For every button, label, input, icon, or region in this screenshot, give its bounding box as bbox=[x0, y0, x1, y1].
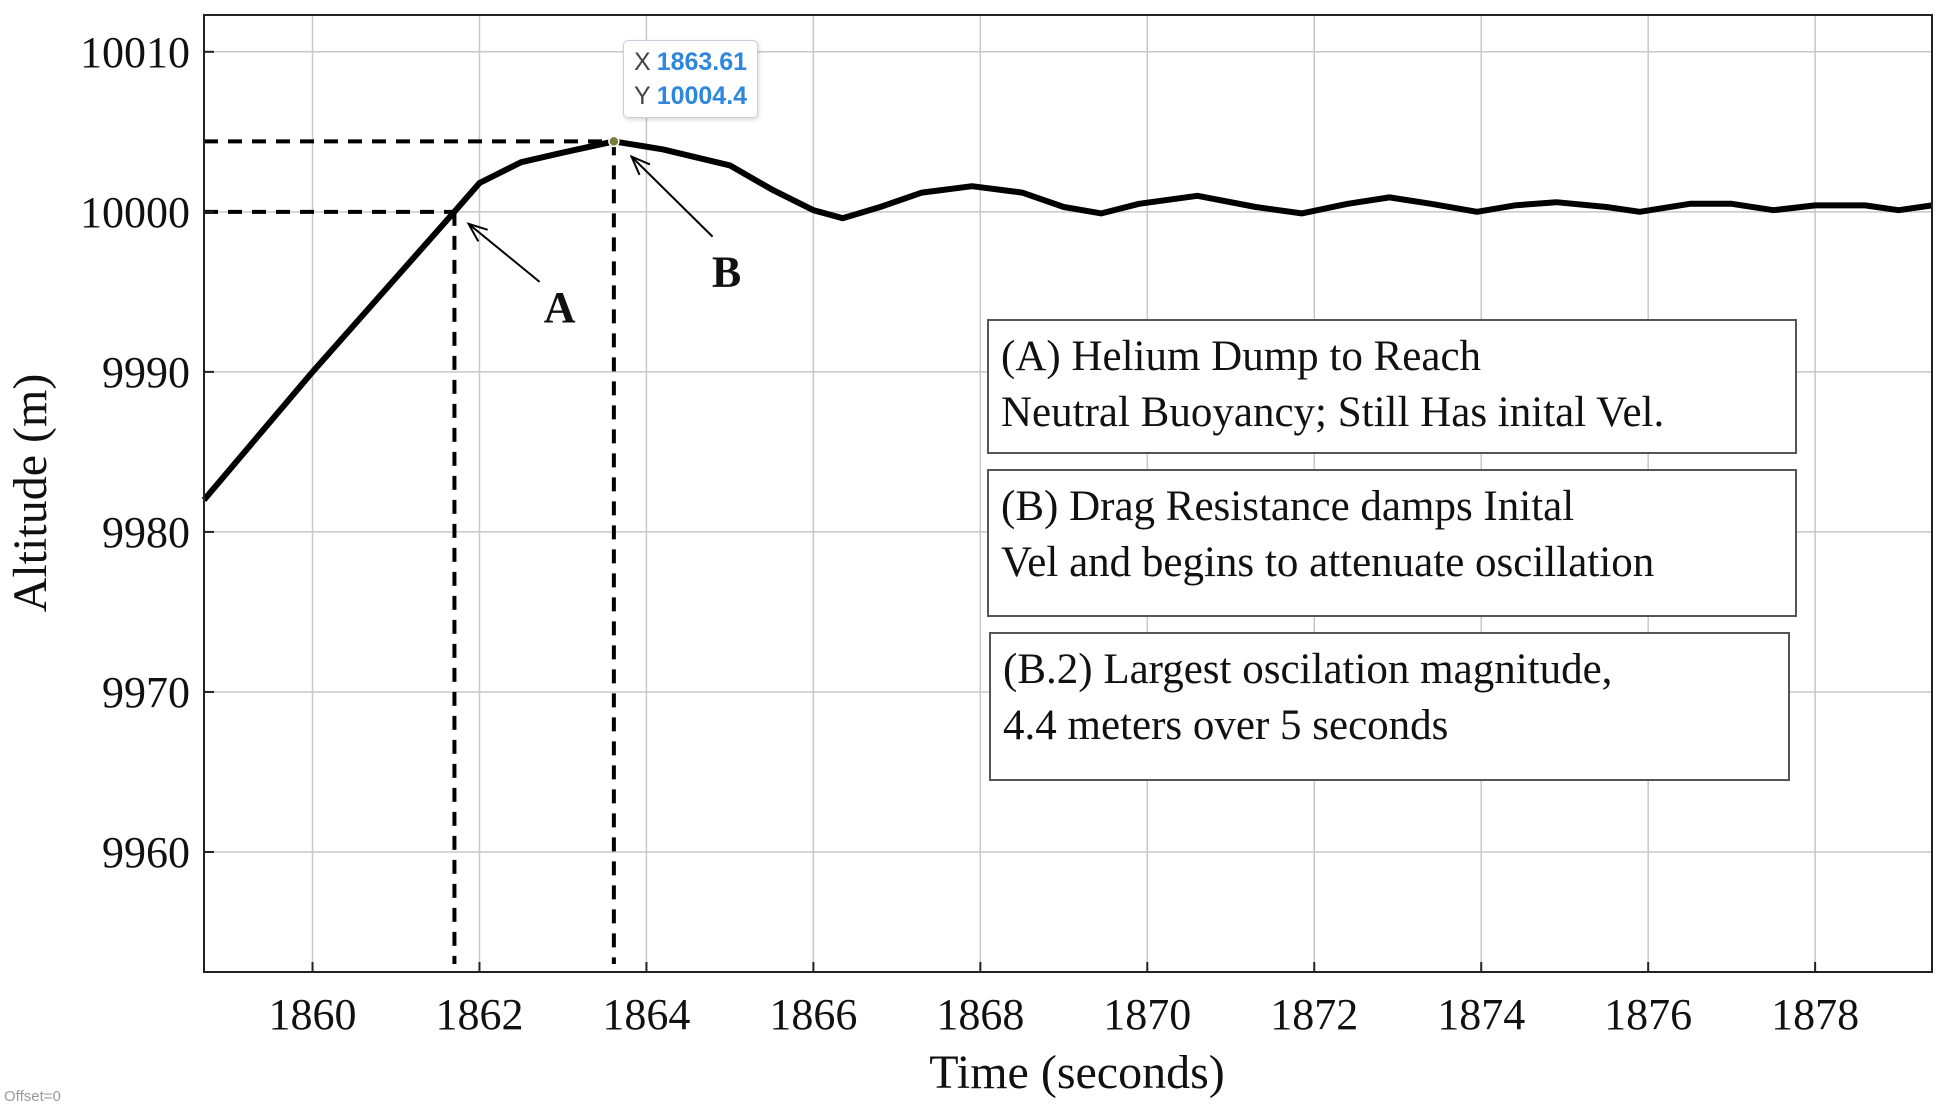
annotation-b-label: B bbox=[712, 248, 741, 297]
note-a-line2: Neutral Buoyancy; Still Has inital Vel. bbox=[1001, 389, 1665, 436]
y-axis-label: Altitude (m) bbox=[4, 374, 57, 613]
note-box-a: (A) Helium Dump to Reach Neutral Buoyanc… bbox=[987, 319, 1797, 454]
x-tick-label: 1862 bbox=[435, 990, 523, 1039]
x-axis-label: Time (seconds) bbox=[929, 1046, 1225, 1099]
plot-frame bbox=[203, 14, 1933, 973]
annotation-b-arrow-line bbox=[630, 155, 714, 238]
x-tick-label: 1864 bbox=[602, 990, 690, 1039]
x-tick-label: 1870 bbox=[1103, 990, 1191, 1039]
note-box-b: (B) Drag Resistance damps Inital Vel and… bbox=[987, 469, 1797, 617]
y-tick-label: 9960 bbox=[102, 828, 190, 877]
x-tick-label: 1874 bbox=[1437, 990, 1525, 1039]
annotation-arrows: AB bbox=[466, 154, 741, 332]
annotation-b-arrow-head bbox=[629, 154, 651, 176]
y-tick-labels: 9960 9970 9980 9990 10000 10010 bbox=[80, 28, 214, 877]
datatip-x-value: 1863.61 bbox=[656, 48, 748, 76]
note-b2-line1: (B.2) Largest oscilation magnitude, bbox=[1003, 646, 1613, 693]
x-tick-label: 1876 bbox=[1604, 990, 1692, 1039]
datatip-x-key: X bbox=[634, 48, 651, 76]
x-tick-labels: 1860 1862 1864 1866 1868 1870 1872 1874 1876 1878 bbox=[269, 962, 1859, 1039]
annotation-a-arrow-line bbox=[467, 223, 541, 283]
x-tick-label: 1878 bbox=[1771, 990, 1859, 1039]
x-tick-label: 1872 bbox=[1270, 990, 1358, 1039]
y-tick-label: 9970 bbox=[102, 668, 190, 717]
note-a-line1: (A) Helium Dump to Reach bbox=[1001, 333, 1482, 380]
y-tick-label: 9980 bbox=[102, 508, 190, 557]
guide-lines bbox=[204, 139, 616, 964]
annotation-a-label: A bbox=[544, 283, 576, 332]
note-b-line1: (B) Drag Resistance damps Inital bbox=[1001, 483, 1575, 530]
datatip-marker[interactable] bbox=[608, 135, 620, 148]
annotation-a-arrow-head bbox=[466, 222, 488, 242]
y-tick-label: 10000 bbox=[80, 188, 190, 237]
y-tick-label: 9990 bbox=[102, 348, 190, 397]
x-tick-label: 1868 bbox=[936, 990, 1024, 1039]
offset-label: Offset=0 bbox=[4, 1088, 61, 1105]
note-box-b2: (B.2) Largest oscilation magnitude, 4.4 … bbox=[989, 632, 1790, 781]
datatip[interactable]: X 1863.61 Y 10004.4 bbox=[623, 40, 759, 118]
x-tick-label: 1866 bbox=[769, 990, 857, 1039]
datatip-y-key: Y bbox=[634, 82, 651, 110]
datatip-y-value: 10004.4 bbox=[656, 82, 748, 110]
note-b2-line2: 4.4 meters over 5 seconds bbox=[1003, 702, 1449, 749]
note-b-line2: Vel and begins to attenuate oscillation bbox=[1001, 539, 1655, 586]
x-tick-label: 1860 bbox=[269, 990, 357, 1039]
y-tick-label: 10010 bbox=[80, 28, 190, 77]
